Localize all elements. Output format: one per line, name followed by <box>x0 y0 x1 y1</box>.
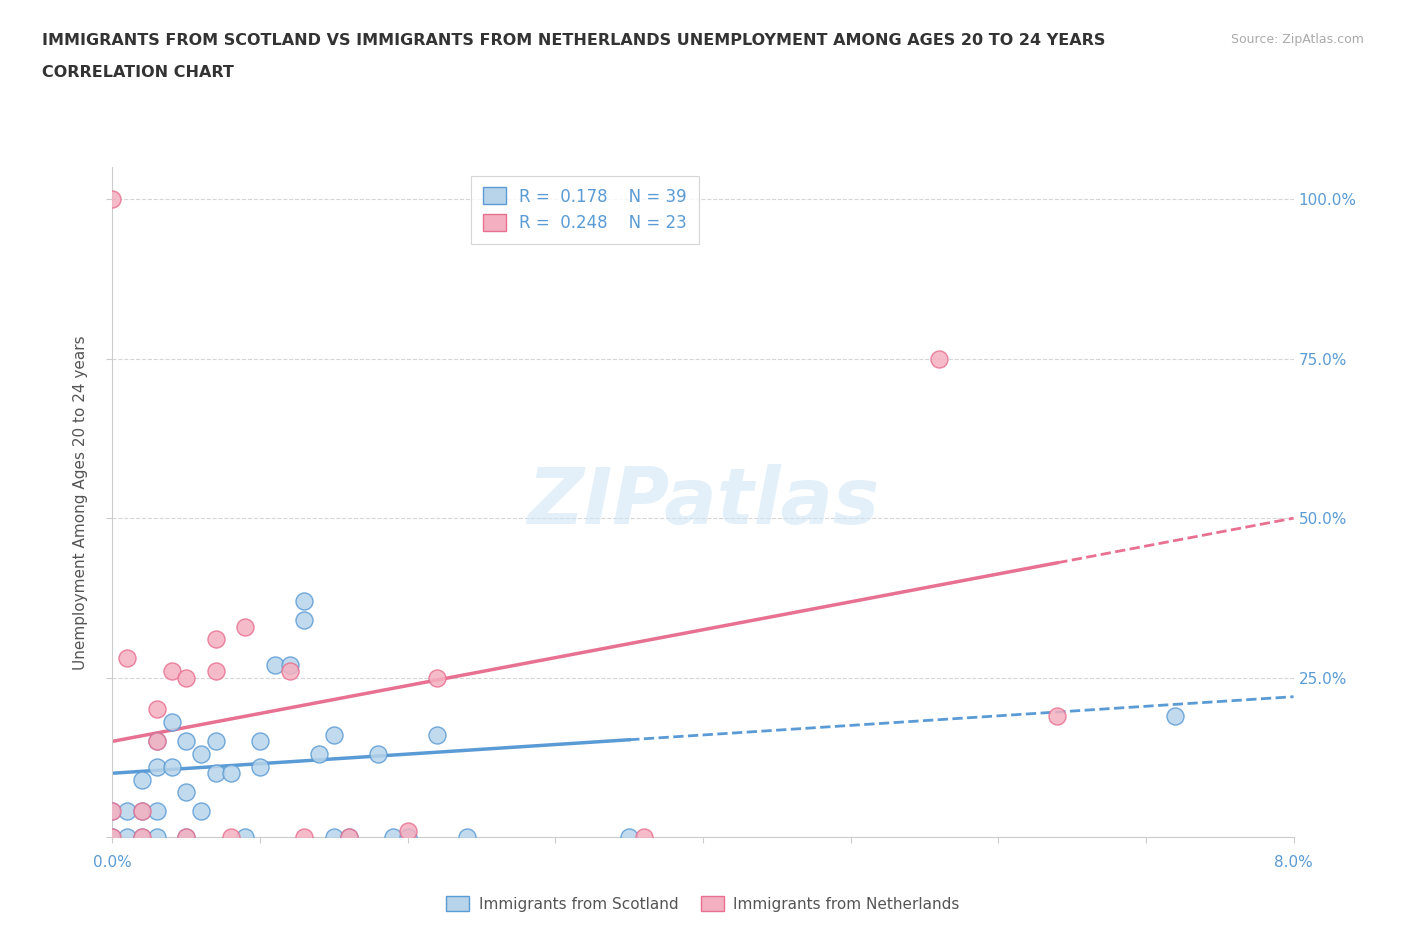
Point <box>337 830 360 844</box>
Y-axis label: Unemployment Among Ages 20 to 24 years: Unemployment Among Ages 20 to 24 years <box>73 335 89 670</box>
Point <box>117 830 138 844</box>
Text: 8.0%: 8.0% <box>1274 855 1313 870</box>
Point <box>190 747 212 762</box>
Point <box>426 671 449 685</box>
Point <box>292 830 315 844</box>
Point <box>219 830 242 844</box>
Text: 0.0%: 0.0% <box>93 855 132 870</box>
Point <box>278 658 301 672</box>
Point <box>101 830 124 844</box>
Point <box>117 651 138 666</box>
Point <box>456 830 478 844</box>
Point <box>619 830 641 844</box>
Point <box>1046 709 1069 724</box>
Point <box>101 804 124 819</box>
Point <box>292 593 315 608</box>
Point <box>146 734 169 749</box>
Point <box>249 760 271 775</box>
Point <box>146 804 169 819</box>
Legend: R =  0.178    N = 39, R =  0.248    N = 23: R = 0.178 N = 39, R = 0.248 N = 23 <box>471 176 699 244</box>
Point <box>146 830 169 844</box>
Point <box>426 727 449 742</box>
Point <box>278 664 301 679</box>
Point <box>101 804 124 819</box>
Point <box>323 830 346 844</box>
Point <box>131 830 153 844</box>
Point <box>396 823 419 838</box>
Point <box>101 830 124 844</box>
Point <box>146 702 169 717</box>
Text: IMMIGRANTS FROM SCOTLAND VS IMMIGRANTS FROM NETHERLANDS UNEMPLOYMENT AMONG AGES : IMMIGRANTS FROM SCOTLAND VS IMMIGRANTS F… <box>42 33 1105 47</box>
Point <box>337 830 360 844</box>
Point <box>205 631 228 646</box>
Point <box>174 830 197 844</box>
Point <box>174 785 197 800</box>
Point <box>174 830 197 844</box>
Point <box>233 619 256 634</box>
Point <box>146 760 169 775</box>
Point <box>396 830 419 844</box>
Point <box>633 830 655 844</box>
Point <box>160 664 183 679</box>
Point <box>101 192 124 206</box>
Point <box>233 830 256 844</box>
Point <box>174 734 197 749</box>
Point <box>174 671 197 685</box>
Point <box>146 734 169 749</box>
Point <box>160 715 183 730</box>
Point <box>219 765 242 780</box>
Point <box>264 658 287 672</box>
Point <box>308 747 330 762</box>
Text: Source: ZipAtlas.com: Source: ZipAtlas.com <box>1230 33 1364 46</box>
Point <box>292 613 315 628</box>
Point <box>131 804 153 819</box>
Point <box>131 772 153 787</box>
Point <box>382 830 405 844</box>
Point <box>249 734 271 749</box>
Point <box>205 734 228 749</box>
Text: CORRELATION CHART: CORRELATION CHART <box>42 65 233 80</box>
Point <box>1164 709 1187 724</box>
Legend: Immigrants from Scotland, Immigrants from Netherlands: Immigrants from Scotland, Immigrants fro… <box>440 889 966 918</box>
Point <box>131 804 153 819</box>
Point <box>367 747 389 762</box>
Text: ZIPatlas: ZIPatlas <box>527 464 879 540</box>
Point <box>323 727 346 742</box>
Point <box>131 830 153 844</box>
Point <box>117 804 138 819</box>
Point <box>205 664 228 679</box>
Point <box>205 765 228 780</box>
Point <box>928 352 950 366</box>
Point <box>190 804 212 819</box>
Point <box>160 760 183 775</box>
